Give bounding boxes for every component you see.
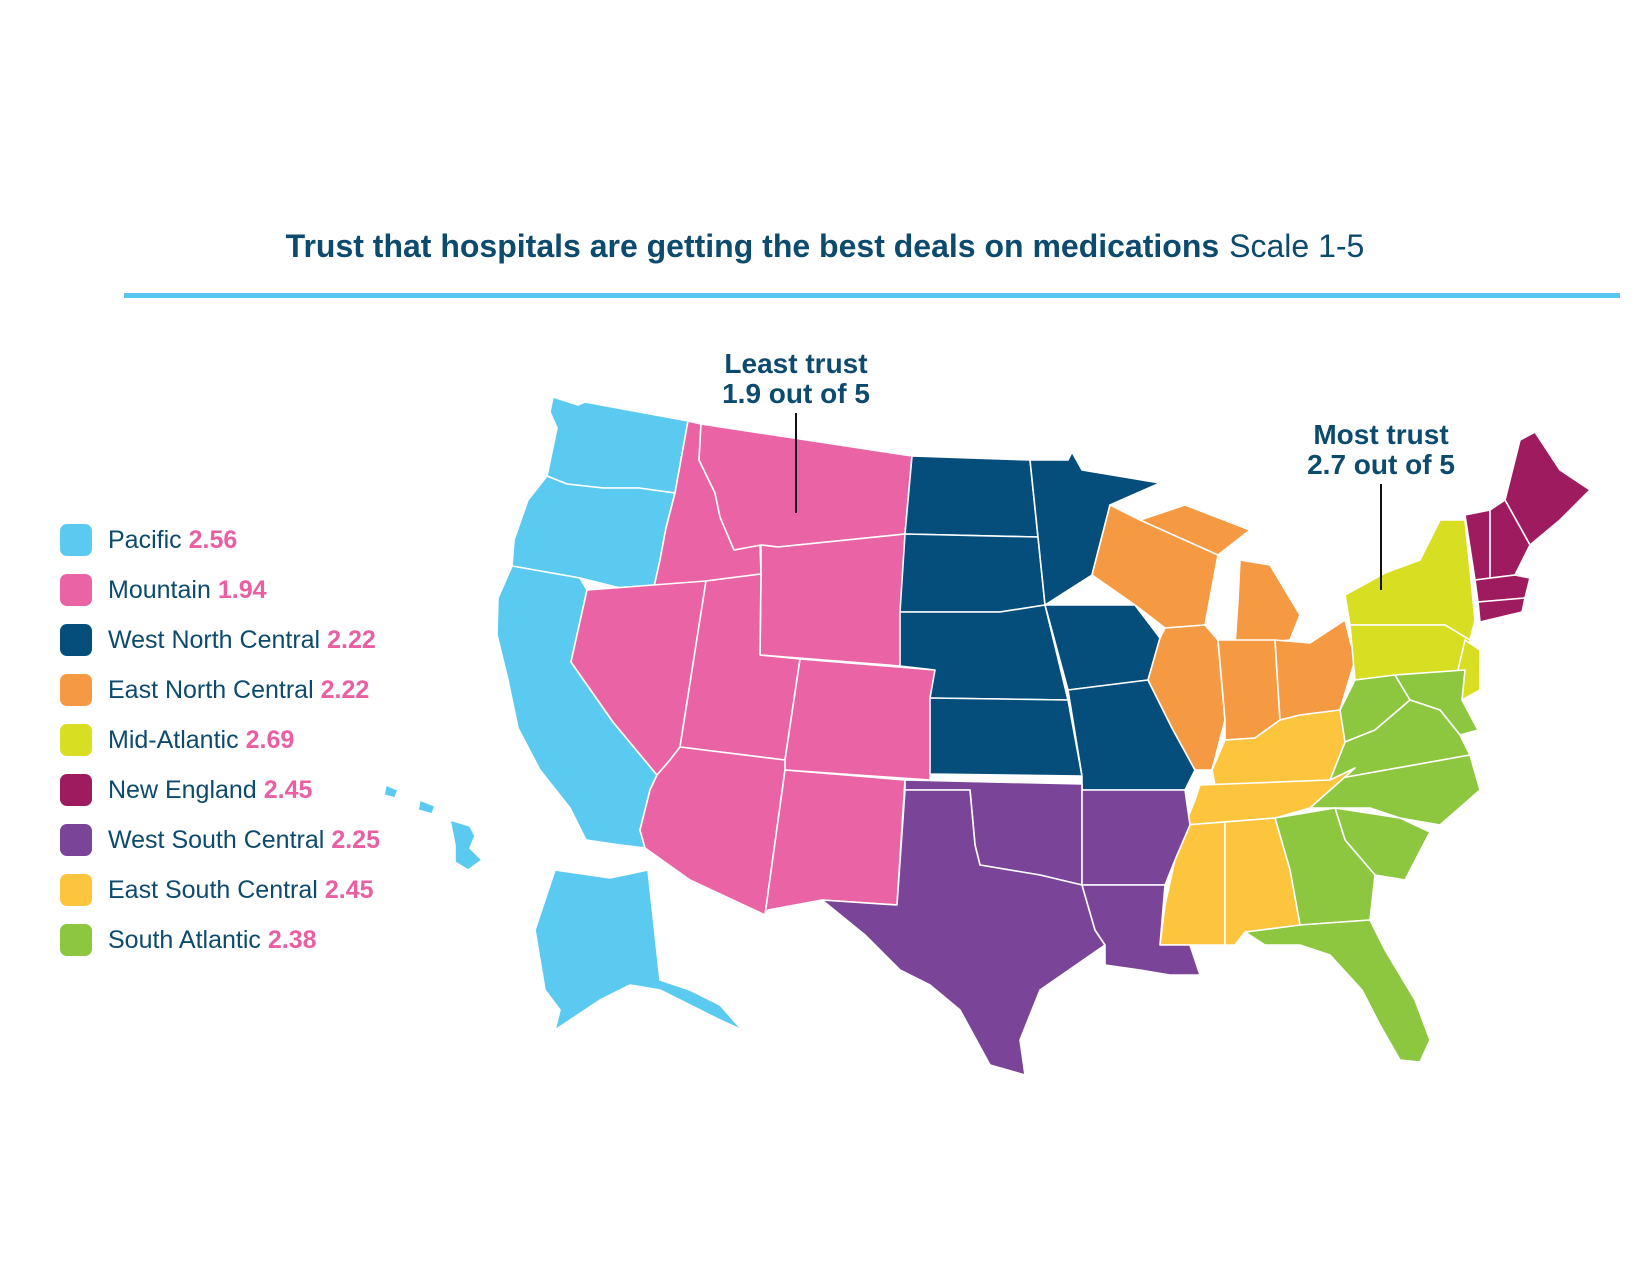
legend-label: East South Central	[108, 875, 318, 904]
state-hawaii	[383, 784, 483, 871]
region-south-atlantic[interactable]	[1244, 669, 1481, 1063]
legend-value: 2.69	[245, 725, 295, 754]
legend-label: South Atlantic	[108, 925, 261, 954]
state-illinois	[1147, 624, 1226, 771]
legend: Pacific 2.56 Mountain 1.94 West North Centra…	[60, 515, 380, 965]
state-tennessee	[1184, 767, 1356, 826]
state-new-hampshire	[1489, 499, 1531, 579]
state-new-york	[1344, 519, 1476, 641]
legend-value: 2.56	[188, 525, 238, 554]
map-title: Trust that hospitals are getting the bes…	[0, 228, 1650, 265]
state-south-dakota	[899, 533, 1046, 613]
legend-label: New England	[108, 775, 257, 804]
legend-swatch	[60, 524, 92, 556]
region-east-south-central[interactable]	[1159, 709, 1356, 946]
legend-value: 2.45	[324, 875, 374, 904]
state-arizona	[639, 746, 786, 916]
region-new-england[interactable]	[1464, 431, 1591, 623]
legend-item-east-south-central[interactable]: East South Central 2.45	[60, 865, 380, 915]
legend-value: 2.22	[327, 625, 376, 654]
callout-most-trust: Most trust 2.7 out of 5	[1231, 419, 1531, 590]
state-colorado	[784, 658, 936, 781]
state-alabama	[1224, 817, 1301, 946]
legend-swatch	[60, 924, 92, 956]
legend-value: 2.45	[263, 775, 313, 804]
legend-label: Pacific	[108, 525, 182, 554]
legend-item-west-south-central[interactable]: West South Central 2.25	[60, 815, 380, 865]
legend-value: 2.25	[331, 825, 380, 854]
legend-item-east-north-central[interactable]: East North Central 2.22	[60, 665, 380, 715]
title-scale: Scale 1-5	[1229, 228, 1365, 264]
legend-item-new-england[interactable]: New England 2.45	[60, 765, 380, 815]
region-west-south-central[interactable]	[821, 779, 1201, 1076]
callout-most-pointer	[1380, 484, 1382, 590]
region-west-north-central[interactable]	[899, 451, 1196, 791]
state-kentucky	[1211, 709, 1346, 786]
legend-swatch	[60, 574, 92, 606]
state-alaska	[534, 869, 743, 1031]
legend-label: West South Central	[108, 825, 325, 854]
legend-value: 2.38	[267, 925, 317, 954]
state-minnesota	[1029, 451, 1161, 606]
title-divider	[124, 293, 1620, 298]
region-east-north-central[interactable]	[1091, 504, 1356, 771]
legend-swatch	[60, 824, 92, 856]
state-connecticut-rhode-island	[1477, 597, 1526, 623]
legend-item-south-atlantic[interactable]: South Atlantic 2.38	[60, 915, 380, 965]
state-montana	[698, 423, 913, 551]
callout-least-label: Least trust	[724, 348, 868, 379]
state-louisiana	[1081, 884, 1201, 976]
state-washington	[546, 396, 689, 494]
callout-least-value: 1.9 out of 5	[722, 378, 870, 409]
state-north-dakota	[904, 455, 1039, 538]
state-florida	[1244, 919, 1431, 1063]
state-indiana	[1217, 639, 1281, 741]
region-mid-atlantic[interactable]	[1344, 519, 1481, 701]
legend-swatch	[60, 674, 92, 706]
legend-label: Mountain	[108, 575, 211, 604]
legend-value: 1.94	[217, 575, 267, 604]
legend-item-mid-atlantic[interactable]: Mid-Atlantic 2.69	[60, 715, 380, 765]
state-wyoming	[759, 533, 906, 667]
state-kansas	[929, 697, 1083, 777]
title-main: Trust that hospitals are getting the bes…	[285, 228, 1220, 264]
state-maine	[1504, 431, 1591, 546]
state-texas	[821, 789, 1106, 1076]
legend-swatch	[60, 724, 92, 756]
legend-label: Mid-Atlantic	[108, 725, 239, 754]
state-michigan	[1139, 504, 1301, 646]
callout-least-trust: Least trust 1.9 out of 5	[646, 348, 946, 513]
legend-item-mountain[interactable]: Mountain 1.94	[60, 565, 380, 615]
state-massachusetts	[1474, 574, 1531, 603]
legend-swatch	[60, 874, 92, 906]
state-new-mexico	[764, 769, 906, 916]
legend-item-pacific[interactable]: Pacific 2.56	[60, 515, 380, 565]
legend-swatch	[60, 624, 92, 656]
callout-most-label: Most trust	[1313, 419, 1449, 450]
legend-swatch	[60, 774, 92, 806]
state-north-carolina	[1309, 754, 1481, 826]
legend-value: 2.22	[320, 675, 370, 704]
callout-most-value: 2.7 out of 5	[1307, 449, 1455, 480]
callout-least-pointer	[795, 413, 797, 513]
legend-item-west-north-central[interactable]: West North Central 2.22	[60, 615, 380, 665]
legend-label: East North Central	[108, 675, 314, 704]
legend-label: West North Central	[108, 625, 321, 654]
